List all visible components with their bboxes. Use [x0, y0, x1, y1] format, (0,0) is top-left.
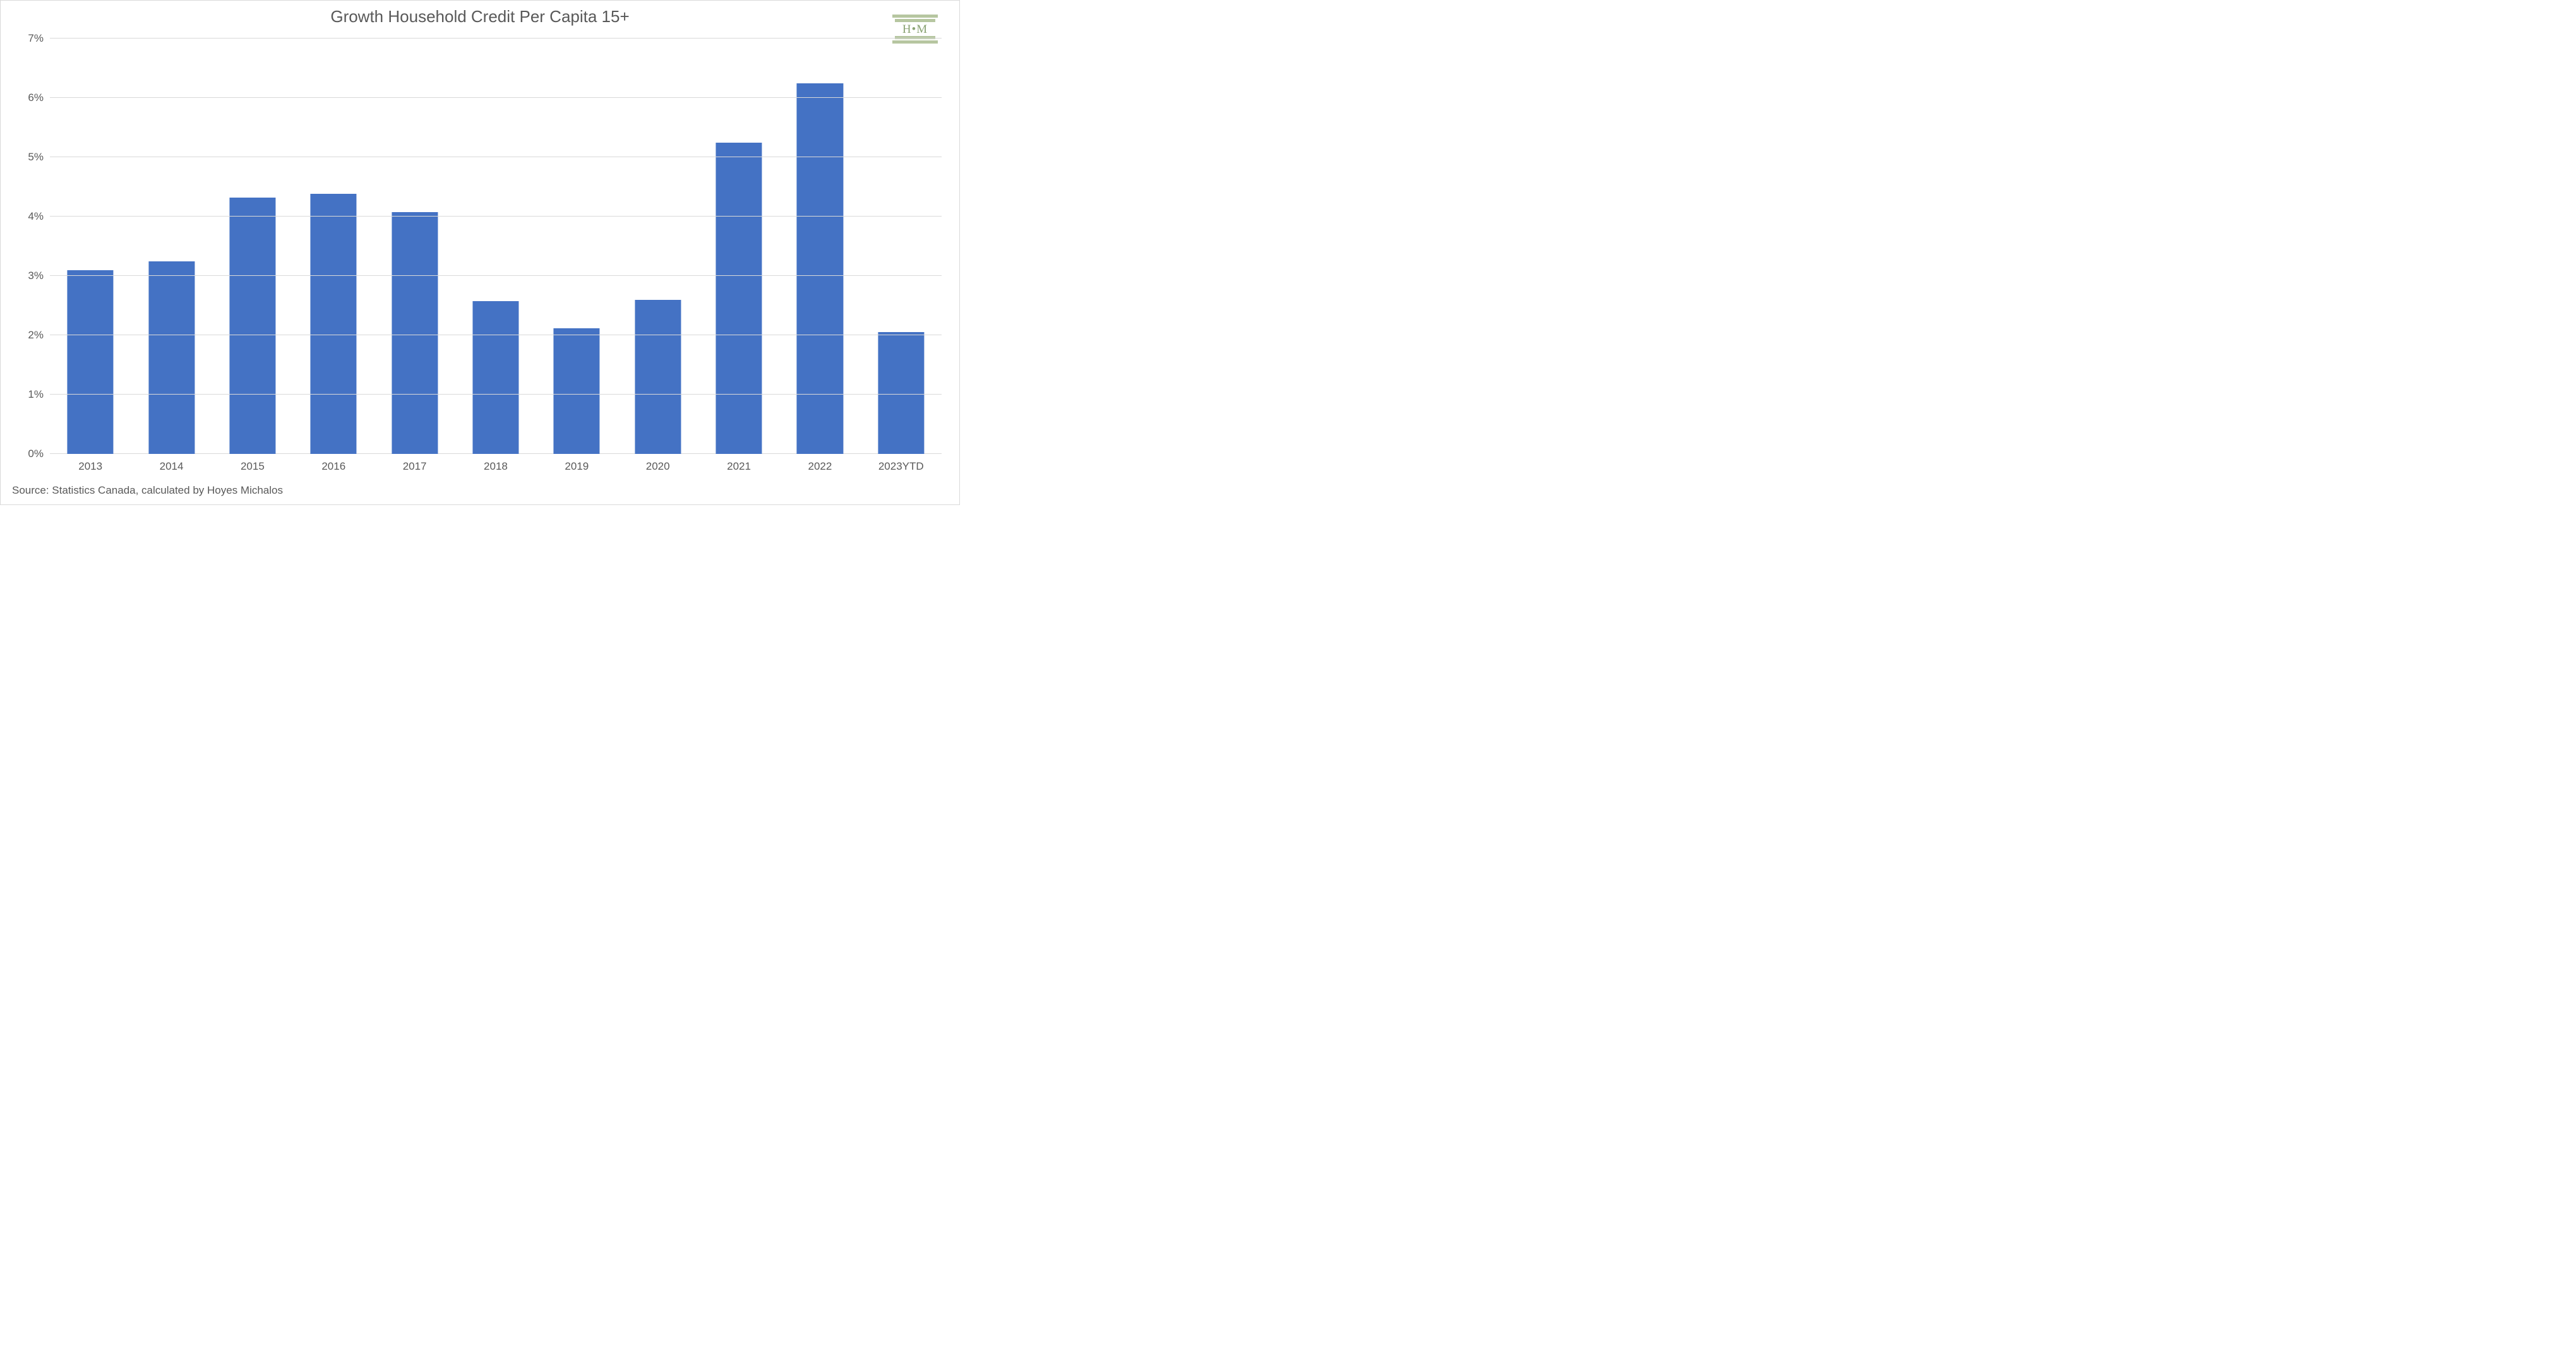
bar-slot: 2017 [374, 39, 455, 454]
bar [797, 83, 843, 454]
bar-slot: 2020 [618, 39, 698, 454]
gridline [50, 97, 942, 98]
chart-title: Growth Household Credit Per Capita 15+ [1, 7, 959, 27]
x-axis-label: 2023YTD [878, 454, 924, 473]
bar [554, 328, 600, 454]
x-axis-label: 2016 [321, 454, 345, 473]
gridline [50, 216, 942, 217]
x-axis-label: 2022 [808, 454, 832, 473]
y-axis-label: 0% [28, 448, 50, 460]
x-axis-label: 2015 [241, 454, 265, 473]
bar [635, 300, 681, 454]
bar-slot: 2015 [212, 39, 293, 454]
y-axis-label: 3% [28, 270, 50, 282]
y-axis-label: 1% [28, 388, 50, 401]
x-axis-label: 2021 [727, 454, 751, 473]
bar [311, 194, 357, 454]
bar-slot: 2019 [536, 39, 617, 454]
y-axis-label: 5% [28, 151, 50, 164]
x-axis-label: 2014 [160, 454, 184, 473]
bars-container: 2013201420152016201720182019202020212022… [50, 39, 942, 454]
x-axis-label: 2020 [646, 454, 670, 473]
bar-slot: 2023YTD [861, 39, 942, 454]
x-axis-label: 2017 [403, 454, 427, 473]
gridline [50, 38, 942, 39]
source-text: Source: Statistics Canada, calculated by… [12, 484, 283, 497]
bar [229, 198, 275, 454]
y-axis-label: 7% [28, 32, 50, 45]
bar-slot: 2018 [455, 39, 536, 454]
y-axis-label: 4% [28, 210, 50, 223]
y-axis-label: 2% [28, 329, 50, 342]
bar [878, 332, 924, 454]
x-axis-label: 2018 [484, 454, 508, 473]
bar [148, 261, 195, 454]
bar [716, 143, 762, 455]
bar [68, 270, 114, 454]
bar-slot: 2013 [50, 39, 131, 454]
bar-slot: 2016 [293, 39, 374, 454]
gridline [50, 275, 942, 276]
bar-slot: 2014 [131, 39, 212, 454]
x-axis-label: 2013 [78, 454, 102, 473]
bar [392, 212, 438, 454]
gridline [50, 394, 942, 395]
plot-area: 2013201420152016201720182019202020212022… [50, 39, 942, 454]
chart-card: Growth Household Credit Per Capita 15+ H… [0, 0, 960, 505]
bar [472, 301, 518, 454]
y-axis-label: 6% [28, 92, 50, 104]
svg-text:H•M: H•M [902, 23, 928, 36]
bar-slot: 2022 [779, 39, 860, 454]
bar-slot: 2021 [698, 39, 779, 454]
x-axis-label: 2019 [565, 454, 589, 473]
